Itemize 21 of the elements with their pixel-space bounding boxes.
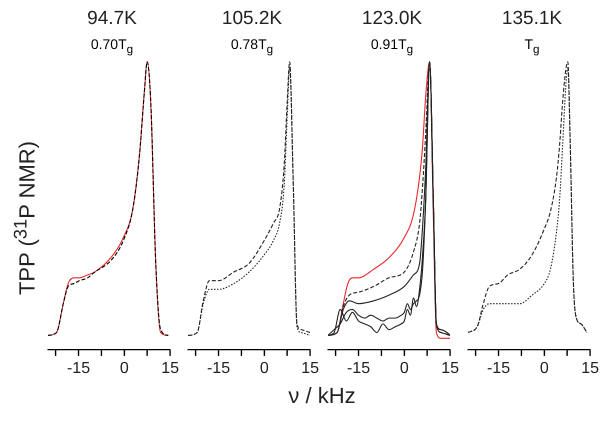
x-tick-label: 15 <box>581 360 600 377</box>
chart-title: 105.2K <box>220 8 284 31</box>
chart-subtitle: T$_{g}$ <box>523 36 541 56</box>
x-tick-label: 0 <box>260 360 269 377</box>
x-tick-label: 15 <box>161 360 180 377</box>
x-tick-label: -15 <box>66 360 90 377</box>
x-tick-label: 0 <box>540 360 549 377</box>
x-tick-label: 15 <box>441 360 460 377</box>
chart-title: 94.7K <box>86 8 138 31</box>
chart-title: 123.0K <box>360 8 424 31</box>
chart-subtitle: 0.91T$_{g}$ <box>370 36 414 56</box>
chart-subtitle: 0.78T$_{g}$ <box>230 36 274 56</box>
x-tick-label: -15 <box>486 360 510 377</box>
x-tick-label: 0 <box>120 360 129 377</box>
x-tick-label: -15 <box>206 360 230 377</box>
chart-title: 135.1K <box>500 8 564 31</box>
chart-subtitle: 0.70T$_{g}$ <box>90 36 134 56</box>
x-tick-label: 0 <box>400 360 409 377</box>
x-tick-label: -15 <box>346 360 370 377</box>
x-tick-label: 15 <box>301 360 320 377</box>
x-axis-title: ν / kHz <box>287 383 357 409</box>
